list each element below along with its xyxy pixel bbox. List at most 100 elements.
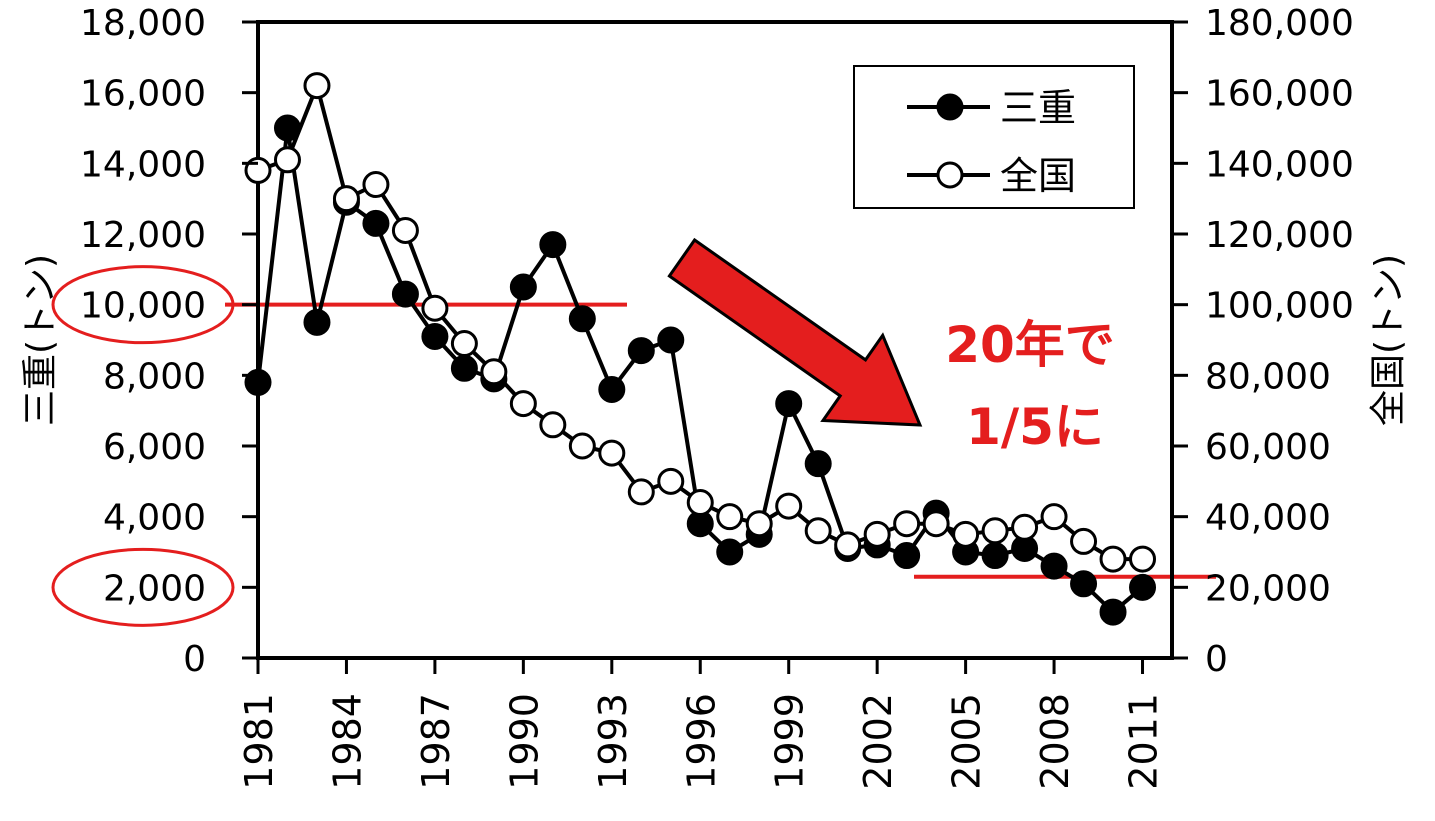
y-left-tick-label: 0 <box>183 639 206 680</box>
x-tick-label: 1996 <box>679 693 723 790</box>
y-right-tick-label: 160,000 <box>1205 74 1354 115</box>
data-point-0-1985 <box>362 209 390 237</box>
y-right-tick-label: 40,000 <box>1205 498 1331 539</box>
y-left-tick-label: 8,000 <box>103 356 206 397</box>
data-point-0-1988 <box>450 354 478 382</box>
data-point-0-1982 <box>273 114 301 142</box>
data-point-1-1996 <box>686 489 714 517</box>
data-point-0-2009 <box>1070 570 1098 598</box>
y-right-tick-label: 180,000 <box>1205 3 1354 44</box>
data-point-1-2002 <box>863 520 891 548</box>
data-point-1-2008 <box>1040 503 1068 531</box>
data-point-0-2003 <box>893 542 921 570</box>
y-left-tick-label: 14,000 <box>80 144 206 185</box>
data-point-0-1993 <box>598 375 626 403</box>
y-left-tick-label: 18,000 <box>80 3 206 44</box>
data-point-0-1992 <box>568 305 596 333</box>
data-point-1-2003 <box>893 510 921 538</box>
y-right-tick-label: 0 <box>1205 639 1228 680</box>
plot-area-border <box>256 20 1174 660</box>
x-tick-label: 2005 <box>945 693 989 790</box>
data-point-1-1998 <box>745 510 773 538</box>
data-point-1-1995 <box>657 467 685 495</box>
data-point-1-1986 <box>391 216 419 244</box>
y-right-tick-label: 100,000 <box>1205 286 1354 327</box>
x-tick-label: 1993 <box>591 693 635 790</box>
data-point-1-2005 <box>952 520 980 548</box>
data-point-1-2006 <box>981 517 1009 545</box>
data-point-0-1997 <box>716 538 744 566</box>
data-point-1-1999 <box>775 492 803 520</box>
data-point-1-1990 <box>509 390 537 418</box>
data-point-1-1982 <box>273 146 301 174</box>
series-layer <box>244 72 1157 626</box>
x-tick-label: 2002 <box>856 693 900 790</box>
annotation-text-line1: 20年で <box>945 316 1115 374</box>
data-point-0-1987 <box>421 322 449 350</box>
y-left-tick-label: 10,000 <box>80 286 206 327</box>
data-point-0-1999 <box>775 390 803 418</box>
data-point-0-1986 <box>391 280 419 308</box>
data-point-1-1989 <box>480 358 508 386</box>
annotation-front-layer: 20年で 1/5に <box>667 237 1115 456</box>
circled-tick-highlight-1 <box>51 547 235 627</box>
y-left-tick-label: 16,000 <box>80 74 206 115</box>
legend-label-1: 全国 <box>1000 154 1076 198</box>
x-tick-label: 2011 <box>1122 693 1166 790</box>
data-point-1-1984 <box>332 185 360 213</box>
plot-frame <box>256 20 1174 660</box>
data-point-1-1991 <box>539 411 567 439</box>
y-right-tick-label: 120,000 <box>1205 215 1354 256</box>
y-right-tick-label: 60,000 <box>1205 427 1331 468</box>
data-point-1-1987 <box>421 294 449 322</box>
y-right-axis-title: 全国(トン) <box>1368 254 1409 426</box>
data-point-1-1985 <box>362 171 390 199</box>
y-right-tick-label: 20,000 <box>1205 568 1331 609</box>
data-point-1-2009 <box>1070 527 1098 555</box>
data-point-1-2007 <box>1011 513 1039 541</box>
x-tick-label: 2008 <box>1033 693 1077 790</box>
legend-marker-0 <box>936 93 964 121</box>
data-point-1-1994 <box>627 478 655 506</box>
y-left-tick-label: 2,000 <box>103 568 206 609</box>
x-tick-label: 1981 <box>237 693 281 790</box>
legend-label-0: 三重 <box>1000 86 1076 130</box>
data-point-1-1997 <box>716 503 744 531</box>
data-point-0-2010 <box>1099 598 1127 626</box>
x-tick-label: 1984 <box>325 693 369 790</box>
data-point-1-1988 <box>450 330 478 358</box>
data-point-0-1990 <box>509 273 537 301</box>
data-point-0-1994 <box>627 337 655 365</box>
data-point-0-2006 <box>981 542 1009 570</box>
data-point-0-1983 <box>303 308 331 336</box>
legend-marker-1 <box>936 161 964 189</box>
legend-box <box>853 65 1135 209</box>
data-point-1-2001 <box>834 531 862 559</box>
data-point-0-1991 <box>539 231 567 259</box>
data-point-1-2011 <box>1129 545 1157 573</box>
y-left-tick-label: 4,000 <box>103 498 206 539</box>
data-point-1-2010 <box>1099 545 1127 573</box>
data-point-1-1983 <box>303 72 331 100</box>
y-left-tick-label: 12,000 <box>80 215 206 256</box>
annotation-text-line2: 1/5に <box>966 398 1104 456</box>
y-left-tick-label: 6,000 <box>103 427 206 468</box>
trend-arrow-icon <box>667 237 923 427</box>
y-left-axis-title: 三重(トン) <box>20 254 61 426</box>
x-tick-label: 1999 <box>768 693 812 790</box>
circled-tick-highlight-0 <box>51 265 235 345</box>
y-right-tick-label: 80,000 <box>1205 356 1331 397</box>
data-point-1-2004 <box>922 510 950 538</box>
axes-layer: 0 2,000 4,000 6,000 8,000 10,000 12,000 14,000 1… <box>20 3 1409 790</box>
data-point-0-2008 <box>1040 552 1068 580</box>
x-tick-label: 1987 <box>414 693 458 790</box>
x-tick-label: 1990 <box>502 693 546 790</box>
data-point-1-2000 <box>804 517 832 545</box>
data-point-0-2011 <box>1129 573 1157 601</box>
data-point-0-2000 <box>804 450 832 478</box>
y-right-tick-label: 140,000 <box>1205 144 1354 185</box>
data-point-1-1993 <box>598 439 626 467</box>
